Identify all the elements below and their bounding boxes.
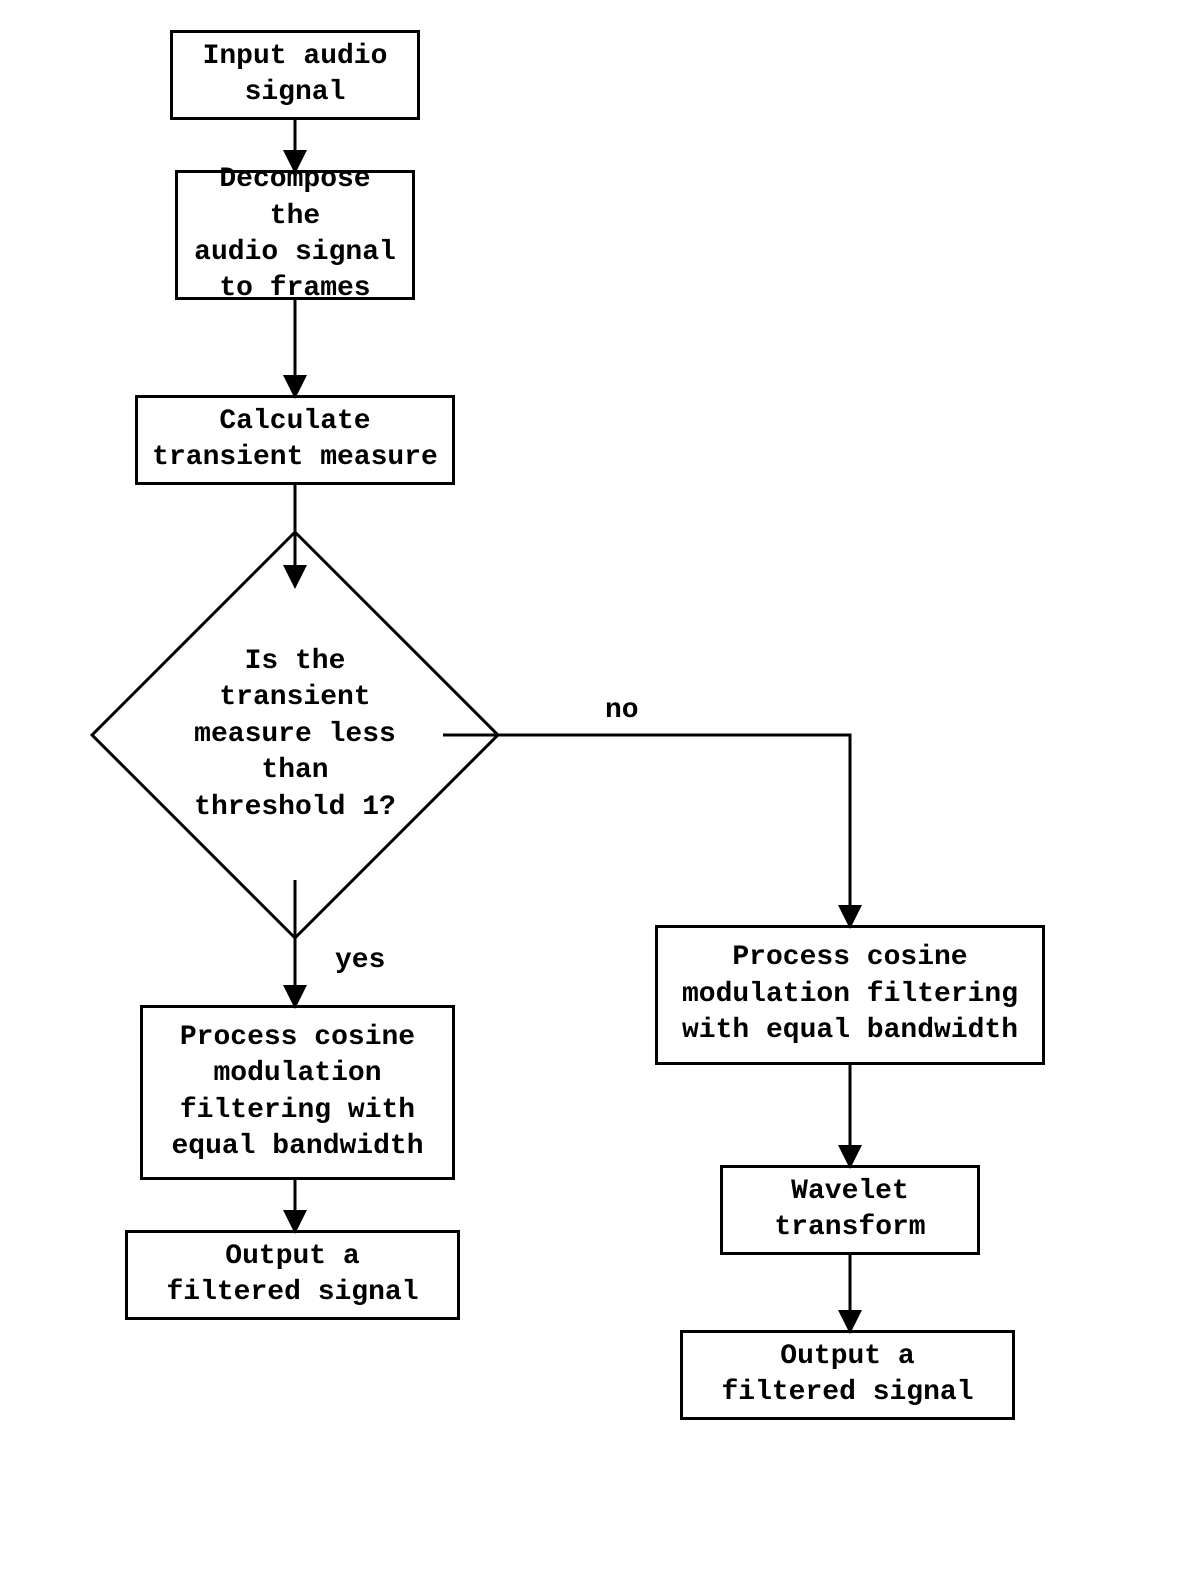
node-label: Is the transientmeasure less thanthresho… xyxy=(150,590,440,880)
node-input: Input audiosignal xyxy=(170,30,420,120)
node-label: Decompose theaudio signalto frames xyxy=(186,162,404,308)
node-calculate: Calculatetransient measure xyxy=(135,395,455,485)
node-right-filter: Process cosinemodulation filteringwith e… xyxy=(655,925,1045,1065)
node-wavelet: Wavelettransform xyxy=(720,1165,980,1255)
node-label: Output afiltered signal xyxy=(166,1239,418,1312)
node-label: Output afiltered signal xyxy=(721,1339,973,1412)
edge-label-yes: yes xyxy=(335,945,385,976)
node-left-filter: Process cosinemodulationfiltering witheq… xyxy=(140,1005,455,1180)
node-decompose: Decompose theaudio signalto frames xyxy=(175,170,415,300)
node-label: Calculatetransient measure xyxy=(152,404,438,477)
node-label: Process cosinemodulationfiltering witheq… xyxy=(171,1020,423,1166)
node-label: Input audiosignal xyxy=(203,39,388,112)
node-label: Wavelettransform xyxy=(774,1174,925,1247)
node-left-output: Output afiltered signal xyxy=(125,1230,460,1320)
node-right-output: Output afiltered signal xyxy=(680,1330,1015,1420)
edge-decision-right xyxy=(443,735,850,923)
edge-label-no: no xyxy=(605,695,639,726)
node-decision: Is the transientmeasure less thanthresho… xyxy=(150,590,440,880)
node-label: Process cosinemodulation filteringwith e… xyxy=(682,940,1018,1049)
